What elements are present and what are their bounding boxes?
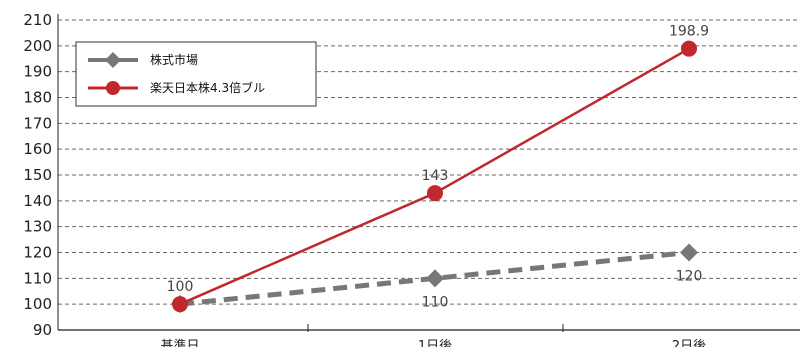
axes [57, 14, 800, 332]
data-point-diamond [426, 269, 444, 288]
series-layer [171, 40, 698, 314]
data-label: 110 [422, 294, 449, 310]
y-tick-label: 150 [23, 166, 52, 184]
data-point-circle [172, 296, 188, 313]
y-tick-label: 110 [23, 269, 52, 287]
y-tick-label: 190 [23, 63, 52, 81]
y-tick-label: 140 [23, 192, 52, 210]
y-tick-label: 90 [33, 321, 52, 339]
data-label: 198.9 [669, 24, 709, 40]
y-tick-label: 100 [23, 295, 52, 313]
data-label: 100 [167, 279, 194, 295]
legend-box [75, 41, 317, 107]
y-tick-label: 170 [23, 114, 52, 132]
data-point-circle [427, 185, 443, 202]
y-axis-tick-labels: 90 100 110 120 130 140 150 160 170 180 190 200 210 [23, 11, 52, 339]
data-point-diamond [680, 243, 698, 262]
data-label: 120 [676, 269, 703, 285]
y-tick-label: 160 [23, 140, 52, 158]
x-tick-label: 1日後 [418, 339, 452, 347]
y-tick-label: 210 [23, 11, 52, 29]
y-tick-label: 180 [23, 89, 52, 107]
legend-marker-circle [106, 81, 120, 95]
data-labels: 100 143 198.9 110 120 [167, 24, 709, 311]
data-label: 143 [422, 168, 449, 184]
x-tick-label: 2日後 [672, 339, 706, 347]
legend-marker-diamond [105, 52, 121, 68]
x-axis-tick-labels: 基準日 1日後 2日後 [160, 338, 706, 347]
gridlines [58, 19, 800, 305]
x-tick-label: 基準日 [160, 338, 199, 347]
y-tick-label: 120 [23, 244, 52, 262]
series-line-1 [179, 250, 690, 307]
legend-label: 株式市場 [150, 52, 198, 67]
y-tick-label: 200 [23, 37, 52, 55]
data-point-circle [681, 40, 697, 57]
legend-label: 楽天日本株4.3倍ブル [150, 80, 265, 95]
y-tick-label: 130 [23, 218, 52, 236]
